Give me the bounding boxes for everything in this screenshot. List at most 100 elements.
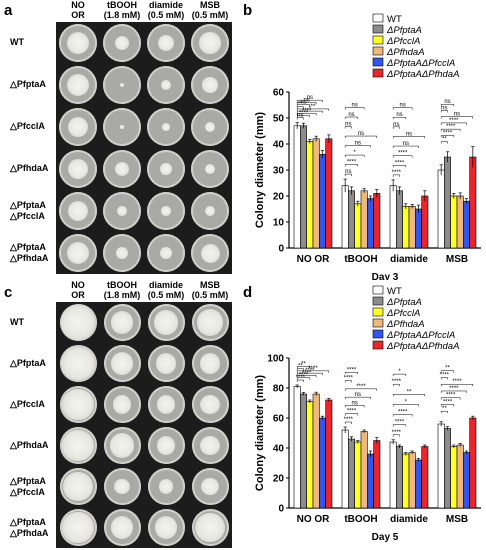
fungal-colony	[205, 164, 215, 174]
significance-bracket	[440, 410, 448, 414]
fungal-colony	[195, 512, 225, 543]
significance-bracket	[296, 379, 304, 382]
photo-row-label-a-4: △PfptaA △PfcclA	[10, 200, 46, 222]
significance-label: ****	[392, 430, 402, 436]
significance-bracket	[344, 145, 371, 148]
significance-bracket	[440, 122, 467, 125]
photo-row-label-a-0: WT	[10, 37, 24, 48]
significance-label: ****	[347, 160, 357, 166]
x-tick-label: MSB	[446, 254, 468, 265]
significance-label: ns	[358, 131, 364, 137]
significance-bracket	[344, 372, 359, 375]
row-label-line1: △PfhdaA	[10, 439, 49, 450]
bar	[373, 440, 381, 509]
bar	[348, 190, 355, 249]
legend-label: ΔPfptaAΔPfhdaA	[386, 69, 459, 80]
photo-row-label-a-1: △PfptaA	[10, 79, 46, 90]
significance-bracket	[392, 107, 413, 110]
significance-label: ****	[344, 376, 354, 382]
bar	[437, 169, 445, 249]
x-tick-label: diamide	[390, 514, 428, 525]
y-axis-label: Colony diameter (mm)	[254, 375, 266, 491]
fungal-colony	[205, 122, 215, 132]
bar	[469, 417, 477, 509]
significance-bracket	[440, 110, 448, 113]
significance-label: ns	[403, 141, 409, 147]
fungal-colony	[200, 394, 220, 415]
significance-bracket	[344, 107, 365, 110]
fungal-colony	[67, 158, 89, 180]
significance-label: ****	[302, 370, 312, 376]
bar	[325, 399, 333, 509]
significance-label: ****	[344, 417, 354, 423]
bar	[456, 195, 464, 249]
y-tick-label: 50	[273, 114, 285, 125]
fungal-colony	[114, 161, 130, 177]
significance-bracket	[344, 164, 359, 167]
significance-bracket	[296, 117, 304, 120]
bar	[312, 138, 320, 249]
bar	[300, 125, 307, 249]
fungal-colony	[120, 125, 124, 129]
significance-bracket	[392, 424, 407, 427]
x-axis-label: Day 5	[372, 532, 399, 543]
bar	[396, 446, 403, 509]
significance-bracket	[440, 397, 461, 400]
bar	[456, 444, 464, 509]
y-tick-label: 40	[273, 140, 285, 151]
significance-label: *	[405, 399, 408, 405]
significance-bracket	[344, 380, 352, 383]
bar	[408, 452, 416, 509]
significance-bracket	[296, 377, 311, 380]
legend-swatch	[372, 285, 384, 295]
significance-bracket	[392, 174, 400, 177]
fungal-colony	[154, 516, 178, 539]
fungal-colony	[62, 511, 94, 544]
y-tick-label: 40	[273, 444, 285, 455]
y-tick-label: 10	[273, 218, 285, 229]
panel-d-label: d	[243, 284, 253, 301]
bar	[367, 198, 374, 249]
fungal-colony	[114, 35, 130, 51]
legend-swatch	[372, 35, 384, 45]
significance-label: ****	[296, 375, 306, 381]
bar	[450, 446, 458, 509]
y-tick-label: 0	[278, 504, 284, 515]
significance-label: **	[442, 137, 447, 143]
significance-label: ****	[446, 393, 456, 399]
bar	[469, 156, 477, 249]
fungal-colony	[117, 206, 127, 216]
col-header-line2: (0.5 mM)	[191, 10, 229, 20]
bar	[402, 206, 410, 249]
bar	[300, 393, 307, 509]
significance-label: ****	[449, 386, 459, 392]
x-axis-label: Day 3	[372, 272, 399, 280]
significance-bracket	[440, 383, 474, 387]
significance-bracket	[440, 135, 455, 138]
significance-label: ****	[395, 160, 405, 166]
bar	[312, 393, 320, 509]
y-tick-label: 20	[273, 474, 285, 485]
bar	[415, 459, 422, 509]
significance-bracket	[296, 106, 304, 109]
photo-col-header-c-1: tBOOH (1.8 mM)	[100, 280, 144, 300]
photo-row-label-c-5: △PfptaA △PfhdaA	[10, 517, 48, 539]
col-header-line1: tBOOH	[107, 0, 137, 10]
row-label-line1: △PfptaA	[10, 475, 46, 486]
fungal-colony	[62, 429, 94, 462]
significance-label: ns	[396, 112, 402, 118]
legend-swatch	[372, 24, 384, 34]
significance-label: ns	[351, 103, 357, 109]
row-label-line1: △PfcclA	[10, 121, 45, 131]
x-tick-label: diamide	[390, 254, 428, 265]
fungal-colony	[119, 82, 125, 88]
significance-bracket	[296, 366, 311, 369]
bar	[444, 428, 451, 509]
significance-label: *	[398, 369, 401, 375]
panel-b-label: b	[243, 2, 253, 19]
fungal-colony	[67, 200, 89, 222]
row-label-line2: △PfcclA	[10, 211, 45, 221]
photo-col-header-c-3: MSB (0.5 mM)	[188, 280, 232, 300]
significance-bracket	[296, 104, 311, 107]
